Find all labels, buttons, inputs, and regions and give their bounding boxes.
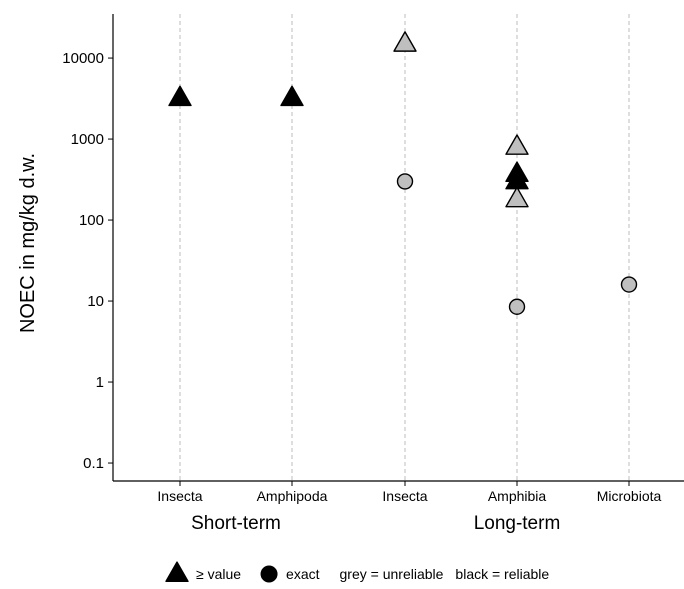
y-tick-label: 0.1 — [83, 455, 104, 472]
legend: ≥ value exact grey = unreliable black = rel… — [165, 561, 549, 583]
y-ticks: 0.1 1 10 100 1000 10000 — [62, 50, 113, 472]
x-tick-label: Insecta — [382, 488, 427, 504]
circle-point — [508, 298, 526, 315]
axes — [112, 14, 684, 482]
legend-label: black = reliable — [455, 566, 549, 582]
group-label: Long-term — [474, 513, 561, 534]
circle-point — [620, 276, 638, 293]
triangle-point — [168, 85, 192, 107]
x-tick-label: Amphipoda — [257, 488, 328, 504]
data-points — [168, 31, 638, 315]
y-tick-label: 1 — [96, 374, 104, 391]
legend-label: ≥ value — [196, 566, 241, 582]
x-ticks: Insecta Amphipoda Insecta Amphibia Microbiot… — [157, 481, 661, 504]
y-tick-label: 10 — [87, 293, 104, 310]
x-tick-label: Insecta — [157, 488, 202, 504]
y-tick-label: 10000 — [62, 50, 104, 67]
legend-triangle-icon — [165, 561, 189, 583]
x-tick-label: Amphibia — [488, 488, 547, 504]
triangle-point — [505, 134, 529, 155]
legend-label: grey = unreliable — [340, 566, 444, 582]
group-label: Short-term — [191, 513, 281, 534]
triangle-point — [393, 31, 417, 52]
x-tick-label: Microbiota — [597, 488, 662, 504]
y-axis-title: NOEC in mg/kg d.w. — [17, 153, 39, 333]
legend-circle-icon — [260, 565, 278, 583]
group-labels: Short-term Long-term — [191, 513, 560, 534]
y-tick-label: 1000 — [71, 131, 104, 148]
gridlines — [179, 14, 630, 481]
triangle-point — [280, 85, 304, 107]
y-tick-label: 100 — [79, 212, 104, 229]
circle-point — [396, 173, 414, 190]
legend-label: exact — [286, 566, 320, 582]
triangle-point — [505, 186, 529, 208]
